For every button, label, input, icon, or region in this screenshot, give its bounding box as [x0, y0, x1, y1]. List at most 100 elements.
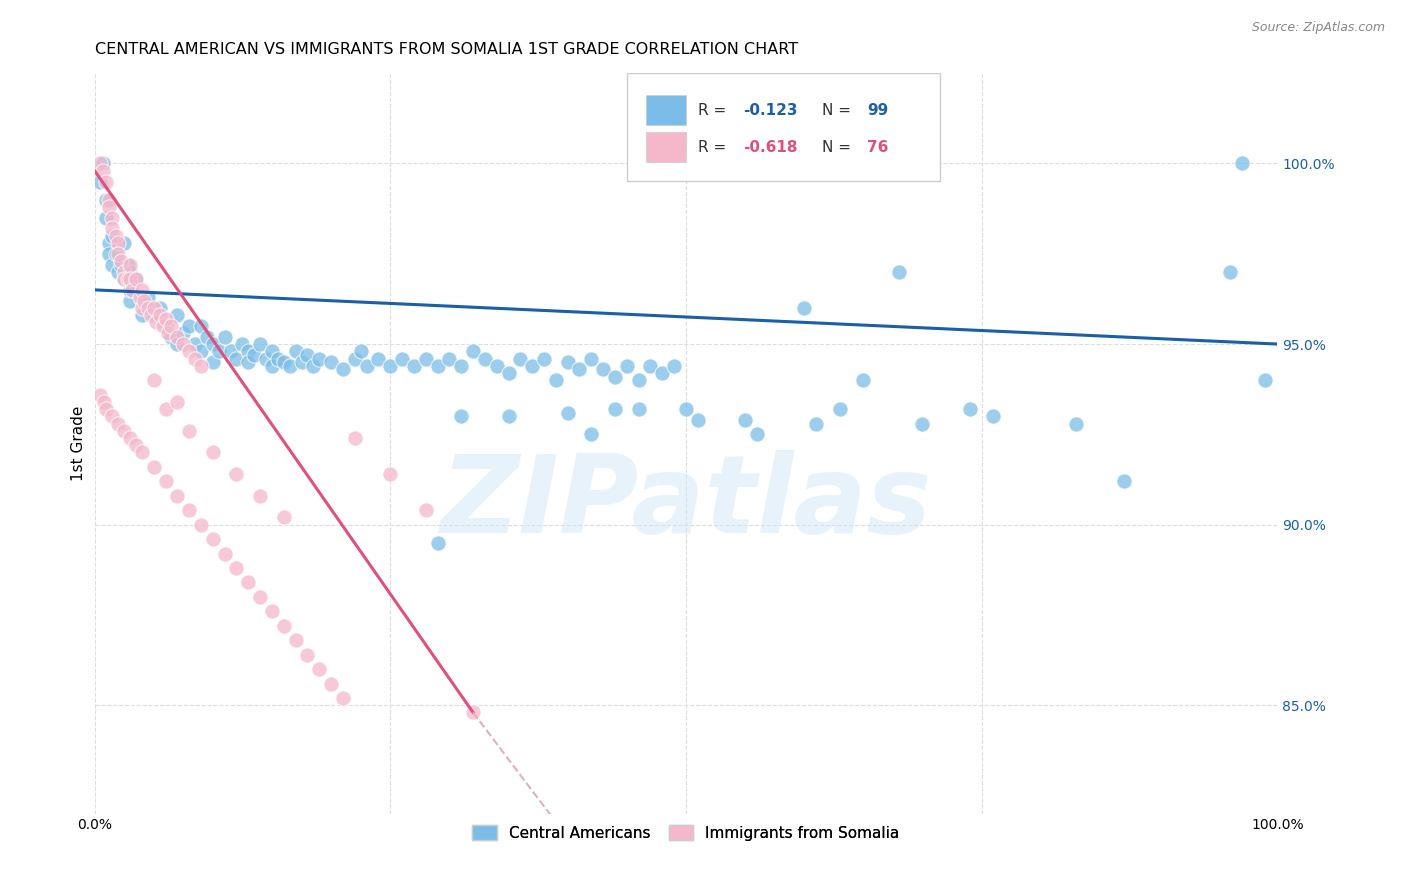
Point [101, 211, 124, 225]
Point [581, 427, 603, 442]
Point [190, 517, 212, 532]
Point [131, 293, 153, 308]
Point [117, 258, 139, 272]
Text: R =: R = [697, 140, 731, 154]
Point [101, 258, 124, 272]
Point [112, 272, 135, 286]
Point [225, 561, 247, 575]
Point [533, 351, 555, 366]
Point [201, 445, 224, 459]
Point [828, 402, 851, 417]
Point [402, 359, 425, 373]
Point [96, 193, 118, 207]
Point [136, 290, 159, 304]
Point [793, 301, 815, 315]
Point [118, 258, 141, 272]
Point [662, 359, 685, 373]
Point [804, 417, 827, 431]
Point [450, 359, 472, 373]
Point [160, 318, 183, 333]
Point [959, 402, 981, 417]
Point [172, 326, 194, 341]
Point [166, 337, 188, 351]
Point [461, 344, 484, 359]
Point [172, 337, 194, 351]
Point [391, 351, 413, 366]
Point [166, 394, 188, 409]
Point [112, 235, 135, 250]
Point [179, 503, 201, 517]
Point [136, 301, 159, 315]
Point [450, 409, 472, 424]
Point [208, 344, 231, 359]
Point [155, 475, 177, 489]
Point [297, 348, 319, 362]
Point [121, 283, 143, 297]
Point [201, 532, 224, 546]
Point [343, 351, 366, 366]
Point [131, 445, 153, 459]
Point [190, 344, 212, 359]
Point [380, 359, 402, 373]
Point [142, 373, 165, 387]
Point [201, 355, 224, 369]
Point [101, 228, 124, 243]
Point [160, 330, 183, 344]
Point [118, 431, 141, 445]
Point [627, 402, 650, 417]
Point [93, 394, 115, 409]
Point [142, 301, 165, 315]
Point [184, 351, 207, 366]
Point [273, 355, 295, 369]
Point [110, 254, 132, 268]
Point [498, 409, 520, 424]
Point [568, 362, 591, 376]
Point [544, 373, 567, 387]
Point [485, 359, 508, 373]
Point [498, 366, 520, 380]
Y-axis label: 1st Grade: 1st Grade [72, 406, 86, 481]
Point [184, 337, 207, 351]
Point [522, 359, 544, 373]
Point [141, 308, 163, 322]
Point [107, 235, 129, 250]
Point [474, 351, 496, 366]
Point [131, 283, 153, 297]
Text: Source: ZipAtlas.com: Source: ZipAtlas.com [1251, 21, 1385, 35]
Point [155, 318, 177, 333]
Point [238, 344, 260, 359]
Point [616, 359, 638, 373]
Point [97, 235, 120, 250]
Point [195, 330, 218, 344]
Point [131, 301, 153, 315]
Point [117, 272, 139, 286]
Point [149, 308, 172, 322]
Point [101, 409, 124, 424]
Point [367, 351, 389, 366]
Point [343, 431, 366, 445]
Point [557, 355, 579, 369]
Point [260, 359, 283, 373]
Point [1219, 265, 1241, 279]
Point [603, 369, 626, 384]
Point [134, 293, 156, 308]
Point [97, 193, 120, 207]
Point [651, 366, 673, 380]
Point [145, 315, 167, 329]
Point [332, 362, 354, 376]
Point [155, 311, 177, 326]
Point [179, 424, 201, 438]
Point [128, 290, 150, 304]
Point [104, 246, 127, 260]
Point [308, 662, 330, 676]
Point [260, 604, 283, 618]
Point [112, 424, 135, 438]
Point [356, 359, 378, 373]
Point [249, 590, 271, 604]
Point [118, 272, 141, 286]
Point [284, 633, 307, 648]
Point [852, 373, 875, 387]
Text: 76: 76 [868, 140, 889, 154]
Point [273, 510, 295, 524]
Point [509, 351, 531, 366]
